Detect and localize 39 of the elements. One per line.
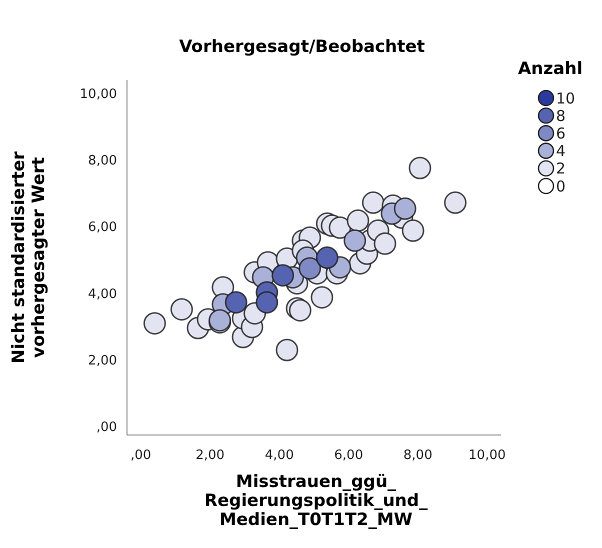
point [276,338,298,362]
x-tick-label: 4,00 [264,448,294,463]
point [170,298,193,321]
point [298,257,322,280]
point [310,286,334,309]
x-axis-title: Misstrauen_ggü_ Regierungspolitik_und_ Medien_T0T1T2_MW [204,472,428,530]
x-tick-label: 2,00 [196,448,225,463]
x-tick-label: ,00 [130,448,152,463]
x-tick-label: 8,00 [403,448,432,463]
legend-label: 8 [556,106,566,125]
legend-label: 6 [556,124,566,142]
legend-label: 4 [556,142,566,160]
legend-title: Anzahl [518,59,583,79]
y-tick-label: 6,00 [88,220,117,236]
point [362,191,384,214]
point [374,232,396,255]
y-tick-label: 8,00 [88,154,117,169]
x-tick-label: 6,00 [334,448,364,463]
y-tick-label: 10,00 [80,86,117,102]
point [408,156,432,180]
point [143,312,166,335]
point [272,264,294,287]
point [344,229,366,252]
legend-label: 0 [556,177,566,196]
point [316,246,338,269]
point [394,197,416,220]
x-tick-label: 10,00 [468,448,506,463]
y-axis-title: Nicht standardisierter vorhergesagter Wert [9,150,49,364]
y-tick-label: ,00 [96,420,117,436]
y-tick-label: 2,00 [88,354,117,369]
point [224,291,248,314]
chart-title: Vorhergesagt/Beobachtet [179,37,425,57]
legend-label: 10 [556,89,576,108]
y-tick-label: 4,00 [88,286,117,302]
point [346,209,370,232]
point [256,291,278,314]
point [402,219,424,242]
point [444,191,467,214]
legend-label: 2 [556,160,566,178]
